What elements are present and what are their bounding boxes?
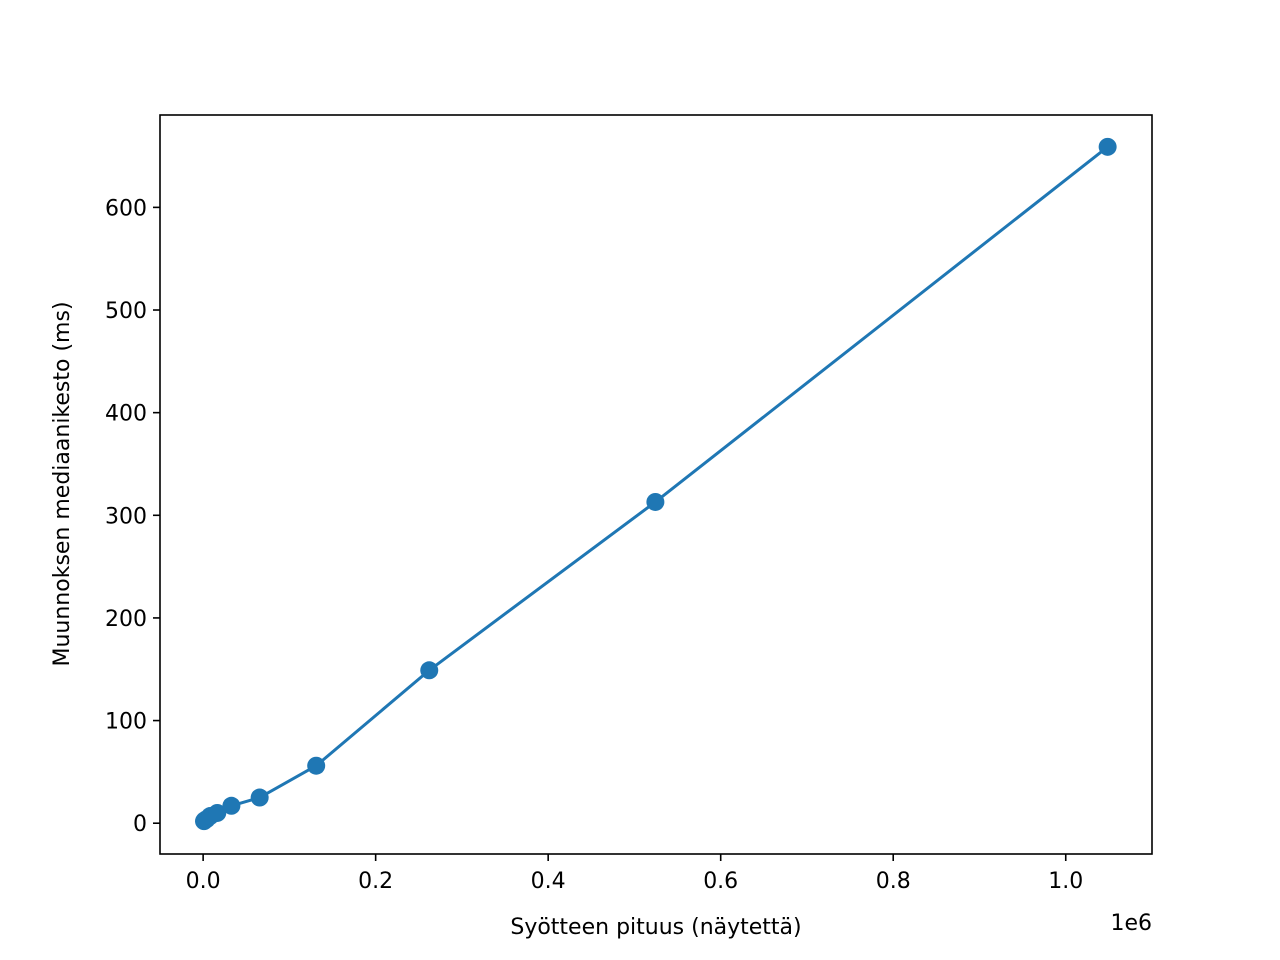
data-point xyxy=(222,796,241,815)
x-tick-label: 0.2 xyxy=(358,869,393,894)
x-tick-label: 0.0 xyxy=(186,869,221,894)
series-markers xyxy=(195,137,1117,831)
y-tick-label: 500 xyxy=(105,299,147,324)
plot-frame xyxy=(159,114,1153,855)
y-axis-label: Muunnoksen mediaanikesto (ms) xyxy=(50,301,75,666)
x-tick-label: 0.4 xyxy=(531,869,566,894)
x-tick-label: 0.6 xyxy=(703,869,738,894)
x-axis-offset-label: 1e6 xyxy=(1110,911,1152,936)
x-axis-label: Syötteen pituus (näytettä) xyxy=(510,915,801,940)
data-point xyxy=(250,788,269,807)
y-tick-label: 400 xyxy=(105,402,147,427)
y-tick-label: 300 xyxy=(105,504,147,529)
y-axis-ticks: 0 100 200 300 400 500 600 xyxy=(105,196,160,837)
y-tick-label: 200 xyxy=(105,607,147,632)
x-tick-label: 1.0 xyxy=(1048,869,1083,894)
data-point xyxy=(646,492,665,511)
data-point xyxy=(307,756,326,775)
data-point xyxy=(420,661,439,680)
data-point xyxy=(1098,137,1117,156)
x-tick-label: 0.8 xyxy=(876,869,911,894)
y-tick-label: 100 xyxy=(105,710,147,735)
plot-area xyxy=(160,115,1152,854)
y-tick-label: 600 xyxy=(105,196,147,221)
data-point xyxy=(208,803,227,822)
x-axis-ticks: 0.0 0.2 0.4 0.6 0.8 1.0 xyxy=(186,854,1083,894)
y-tick-label: 0 xyxy=(133,812,147,837)
